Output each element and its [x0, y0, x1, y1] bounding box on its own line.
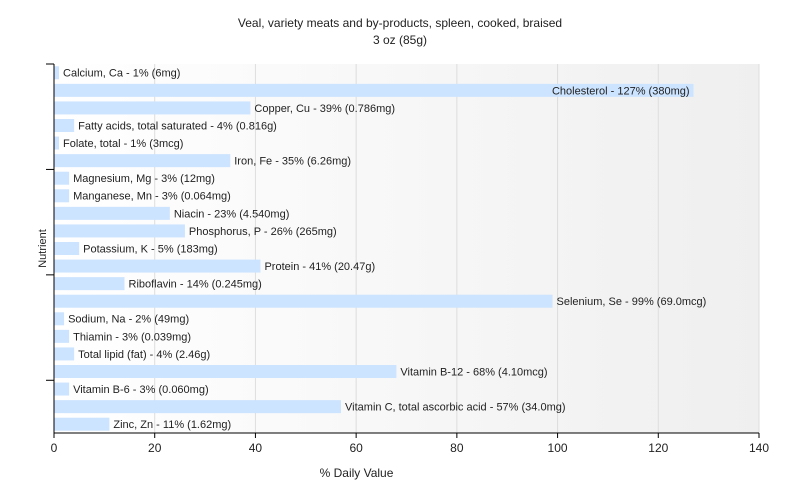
bar [54, 171, 70, 185]
bar [54, 400, 342, 414]
bar [54, 66, 60, 80]
bar-data-label: Calcium, Ca - 1% (6mg) [63, 68, 180, 80]
bar-data-label: Cholesterol - 127% (380mg) [552, 85, 690, 97]
bar-data-label: Magnesium, Mg - 3% (12mg) [73, 173, 215, 185]
bar [54, 294, 553, 308]
y-axis-title: Nutrient [37, 229, 49, 268]
bar [54, 277, 125, 291]
bar-data-label: Folate, total - 1% (3mcg) [63, 138, 183, 150]
bar [54, 242, 80, 255]
bar-data-label: Total lipid (fat) - 4% (2.46g) [78, 349, 210, 361]
x-tick-label: 120 [648, 441, 668, 455]
bar [54, 312, 65, 326]
bar-data-label: Manganese, Mn - 3% (0.064mg) [73, 191, 231, 203]
bar [54, 224, 185, 238]
bar [54, 189, 70, 203]
bar-data-label: Riboflavin - 14% (0.245mg) [129, 279, 262, 291]
bar [54, 119, 75, 132]
chart-subtitle: 3 oz (85g) [372, 33, 428, 47]
x-tick-label: 80 [450, 441, 464, 455]
bar [54, 347, 75, 361]
x-tick-label: 40 [249, 441, 263, 455]
bar [54, 206, 170, 220]
x-tick-label: 140 [749, 441, 769, 455]
bar-data-label: Sodium, Na - 2% (49mg) [68, 314, 189, 326]
bar-data-label: Protein - 41% (20.47g) [264, 261, 375, 273]
bar-data-label: Vitamin B-6 - 3% (0.060mg) [73, 384, 209, 396]
x-tick-label: 20 [148, 441, 162, 455]
x-tick-label: 60 [349, 441, 363, 455]
bar [54, 417, 110, 431]
x-axis-title: % Daily Value [320, 466, 394, 480]
bar-data-label: Thiamin - 3% (0.039mg) [73, 331, 191, 343]
bar-data-label: Copper, Cu - 39% (0.786mg) [254, 103, 395, 115]
bar [54, 136, 60, 150]
bar [54, 382, 70, 396]
x-tick-label: 0 [51, 441, 58, 455]
x-tick-label: 100 [548, 441, 568, 455]
bar-data-label: Iron, Fe - 35% (6.26mg) [234, 156, 351, 168]
bar-data-label: Fatty acids, total saturated - 4% (0.816… [78, 120, 277, 132]
bar [54, 365, 397, 378]
bar [54, 83, 694, 97]
bar [54, 329, 70, 343]
chart-title: Veal, variety meats and by-products, spl… [237, 16, 563, 30]
bar-data-label: Selenium, Se - 99% (69.0mcg) [557, 296, 707, 308]
bar [54, 259, 261, 273]
bar-data-label: Vitamin C, total ascorbic acid - 57% (34… [345, 402, 566, 414]
bar [54, 101, 251, 115]
bar [54, 154, 231, 168]
bar-data-label: Niacin - 23% (4.540mg) [174, 208, 290, 220]
bar-data-label: Zinc, Zn - 11% (1.62mg) [113, 419, 231, 431]
bar-data-label: Vitamin B-12 - 68% (4.10mcg) [400, 366, 547, 378]
bar-data-label: Phosphorus, P - 26% (265mg) [189, 226, 337, 238]
bar-data-label: Potassium, K - 5% (183mg) [83, 243, 218, 255]
